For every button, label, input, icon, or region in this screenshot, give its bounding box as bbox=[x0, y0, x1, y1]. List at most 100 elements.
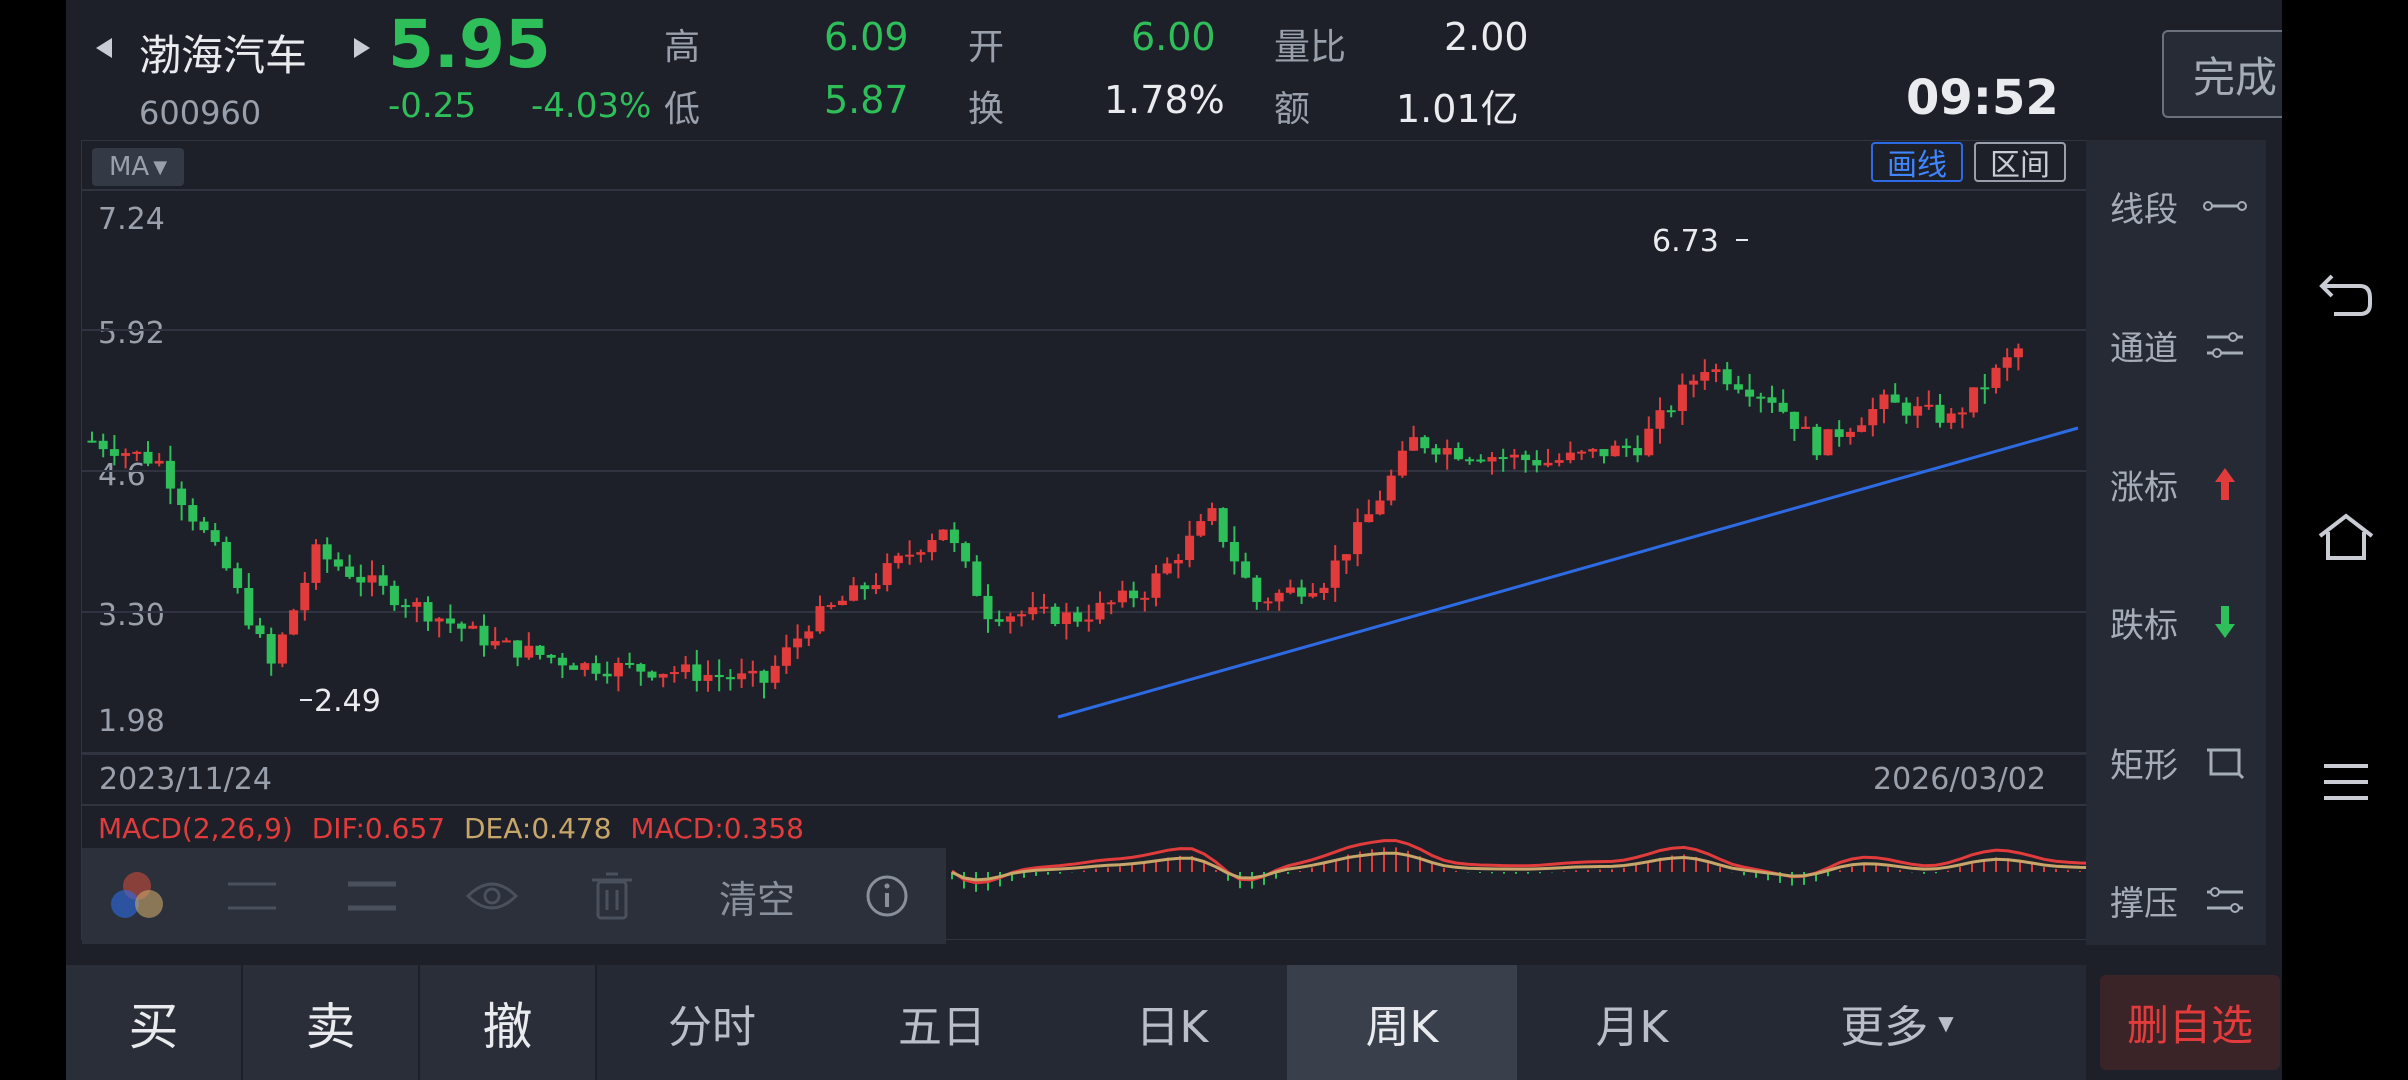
candle-body bbox=[1207, 508, 1217, 522]
tab-weekly-k[interactable]: 周K bbox=[1287, 965, 1517, 1080]
candle-body bbox=[1353, 522, 1363, 555]
candle-body bbox=[345, 566, 355, 577]
candle-body bbox=[905, 554, 915, 557]
candle-body bbox=[1084, 619, 1094, 622]
tab-more[interactable]: 更多 ▼ bbox=[1747, 965, 2047, 1080]
prev-stock-icon[interactable] bbox=[94, 36, 114, 60]
tab-daily-k[interactable]: 日K bbox=[1135, 1001, 1209, 1053]
line-thin-icon bbox=[228, 882, 276, 910]
buy-button[interactable]: 买 bbox=[66, 965, 243, 1080]
candle-body bbox=[1341, 554, 1351, 561]
candle-body bbox=[1397, 450, 1407, 476]
drawing-toolbar: 清空 bbox=[82, 848, 946, 944]
tool-label: 矩形 bbox=[2110, 745, 2178, 786]
candle-body bbox=[860, 585, 870, 590]
segment-icon bbox=[2200, 186, 2250, 226]
tab-five-day[interactable]: 五日 bbox=[898, 1001, 986, 1053]
candle-body bbox=[1969, 387, 1979, 413]
candle-body bbox=[233, 568, 243, 588]
candle-body bbox=[949, 529, 959, 544]
tool-up-mark[interactable]: 涨标 bbox=[2086, 454, 2266, 514]
candle-body bbox=[1845, 431, 1855, 437]
tool-label: 涨标 bbox=[2110, 467, 2178, 508]
range-button[interactable]: 区间 bbox=[1974, 142, 2066, 183]
candle-body bbox=[1633, 448, 1643, 456]
candle-body bbox=[1509, 454, 1519, 458]
candle-body bbox=[1106, 602, 1116, 605]
candle-body bbox=[289, 610, 299, 635]
candle-body bbox=[457, 623, 467, 629]
visibility-toggle-button[interactable] bbox=[432, 848, 552, 944]
cancel-order-button[interactable]: 撤 bbox=[420, 965, 595, 1080]
candle-body bbox=[1039, 606, 1049, 609]
tool-down-mark[interactable]: 跌标 bbox=[2086, 592, 2266, 652]
tool-segment[interactable]: 线段 bbox=[2086, 176, 2266, 236]
candle-body bbox=[1991, 367, 2001, 388]
candle-body bbox=[938, 529, 948, 541]
candle-body bbox=[1453, 448, 1463, 460]
candle-body bbox=[221, 541, 231, 569]
max-price-marker: 6.73 bbox=[1652, 224, 1719, 259]
color-palette-button[interactable] bbox=[82, 848, 192, 944]
candle-body bbox=[1028, 607, 1038, 615]
y-tick-label: 5.92 bbox=[98, 316, 165, 351]
info-icon bbox=[866, 875, 908, 917]
candle-body bbox=[188, 505, 198, 522]
candle-body bbox=[557, 657, 567, 666]
candle-body bbox=[871, 585, 881, 590]
candle-body bbox=[703, 674, 713, 681]
macd-label: MACD(2,26,9) bbox=[98, 812, 293, 845]
candle-body bbox=[1655, 410, 1665, 429]
recent-apps-icon[interactable] bbox=[2322, 760, 2370, 808]
candle-body bbox=[1487, 457, 1497, 462]
y-tick-label: 4.6 bbox=[98, 458, 146, 493]
draw-line-button[interactable]: 画线 bbox=[1871, 142, 1963, 183]
bottom-bar: 买 卖 撤 分时 五日 日K 周K 月K 更多 ▼ 删自选 bbox=[66, 965, 2282, 1080]
home-icon[interactable] bbox=[2316, 512, 2376, 566]
candle-body bbox=[1913, 406, 1923, 416]
tab-intraday[interactable]: 分时 bbox=[668, 1001, 756, 1053]
clear-drawings-button[interactable]: 清空 bbox=[718, 877, 795, 922]
sell-button[interactable]: 卖 bbox=[243, 965, 420, 1080]
candle-body bbox=[1711, 369, 1721, 373]
info-button[interactable] bbox=[832, 848, 942, 944]
tool-support-resistance[interactable]: 撑压 bbox=[2086, 870, 2266, 930]
candle-body bbox=[1834, 429, 1844, 437]
line-width-thick-button[interactable] bbox=[312, 848, 432, 944]
candle-body bbox=[1868, 409, 1878, 426]
candle-body bbox=[972, 561, 982, 596]
back-icon[interactable] bbox=[2318, 270, 2374, 324]
min-price-marker: 2.49 bbox=[314, 684, 381, 719]
delete-drawing-button[interactable] bbox=[552, 848, 672, 944]
candle-body bbox=[1229, 541, 1239, 562]
candle-body bbox=[378, 575, 388, 586]
candle-body bbox=[277, 634, 287, 664]
tab-monthly-k[interactable]: 月K bbox=[1595, 1001, 1669, 1053]
delete-watchlist-button[interactable]: 删自选 bbox=[2100, 975, 2280, 1070]
candle-body bbox=[961, 543, 971, 562]
tool-rectangle[interactable]: 矩形 bbox=[2086, 732, 2266, 792]
trend-line[interactable] bbox=[1057, 426, 2079, 719]
candle-body bbox=[714, 674, 724, 678]
y-tick-label: 3.30 bbox=[98, 598, 165, 633]
next-stock-icon[interactable] bbox=[352, 36, 372, 60]
candle-body bbox=[1330, 560, 1340, 588]
system-navigation-bar bbox=[2282, 0, 2408, 1080]
candle-body bbox=[2013, 348, 2023, 358]
kline-chart[interactable] bbox=[82, 140, 2110, 940]
support-icon bbox=[2200, 880, 2250, 920]
candle-body bbox=[681, 664, 691, 673]
macd-dif-line bbox=[951, 839, 2093, 885]
candle-body bbox=[121, 453, 131, 456]
tool-channel[interactable]: 通道 bbox=[2086, 315, 2266, 375]
candle-body bbox=[625, 662, 635, 665]
tab-more-label: 更多 bbox=[1840, 1001, 1929, 1053]
candle-body bbox=[367, 575, 377, 583]
ma-indicator-dropdown[interactable]: MA ▼ bbox=[92, 148, 184, 186]
candle-body bbox=[1185, 535, 1195, 561]
line-width-thin-button[interactable] bbox=[192, 848, 312, 944]
candle-body bbox=[1173, 560, 1183, 564]
candle-body bbox=[1241, 561, 1251, 578]
low-value: 5.87 bbox=[824, 78, 909, 122]
color-palette-icon bbox=[111, 872, 163, 918]
